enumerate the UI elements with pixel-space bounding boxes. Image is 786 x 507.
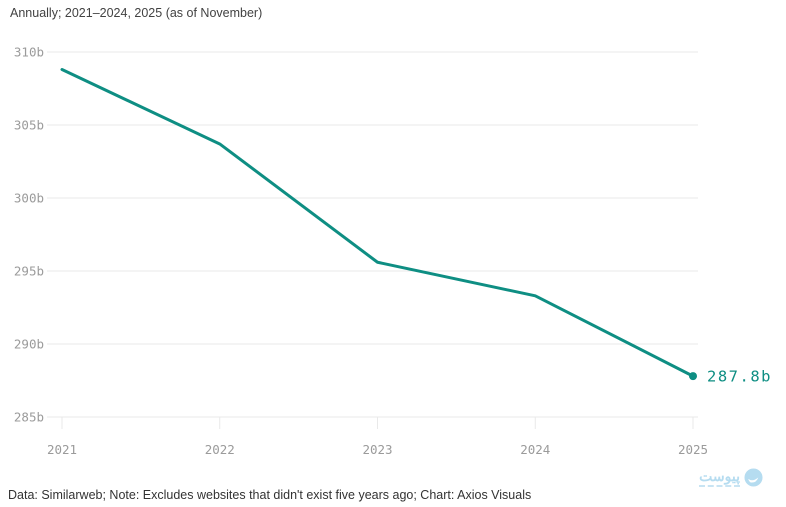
chart-subtitle: Annually; 2021–2024, 2025 (as of Novembe… bbox=[10, 6, 263, 20]
y-axis-label: 290b bbox=[14, 337, 44, 352]
data-line bbox=[60, 68, 695, 378]
chart-credits: Data: Similarweb; Note: Excludes website… bbox=[8, 488, 532, 502]
end-value-label: 287.8b bbox=[707, 368, 772, 386]
x-axis-label: 2025 bbox=[678, 442, 708, 457]
y-axis-label: 295b bbox=[14, 264, 44, 279]
x-axis-label: 2022 bbox=[205, 442, 235, 457]
end-point-dot bbox=[689, 372, 697, 381]
y-axis-label: 300b bbox=[14, 191, 44, 206]
x-axis-label: 2023 bbox=[362, 442, 392, 457]
y-axis-label: 310b bbox=[14, 45, 44, 60]
watermark-text: پیوست bbox=[699, 468, 740, 487]
watermark-logo: پیوست bbox=[699, 468, 763, 487]
y-axis-label: 285b bbox=[14, 410, 44, 425]
watermark-circle-icon bbox=[744, 468, 763, 487]
x-axis-label: 2021 bbox=[47, 442, 77, 457]
x-axis-label: 2024 bbox=[520, 442, 550, 457]
y-axis-label: 305b bbox=[14, 118, 44, 133]
